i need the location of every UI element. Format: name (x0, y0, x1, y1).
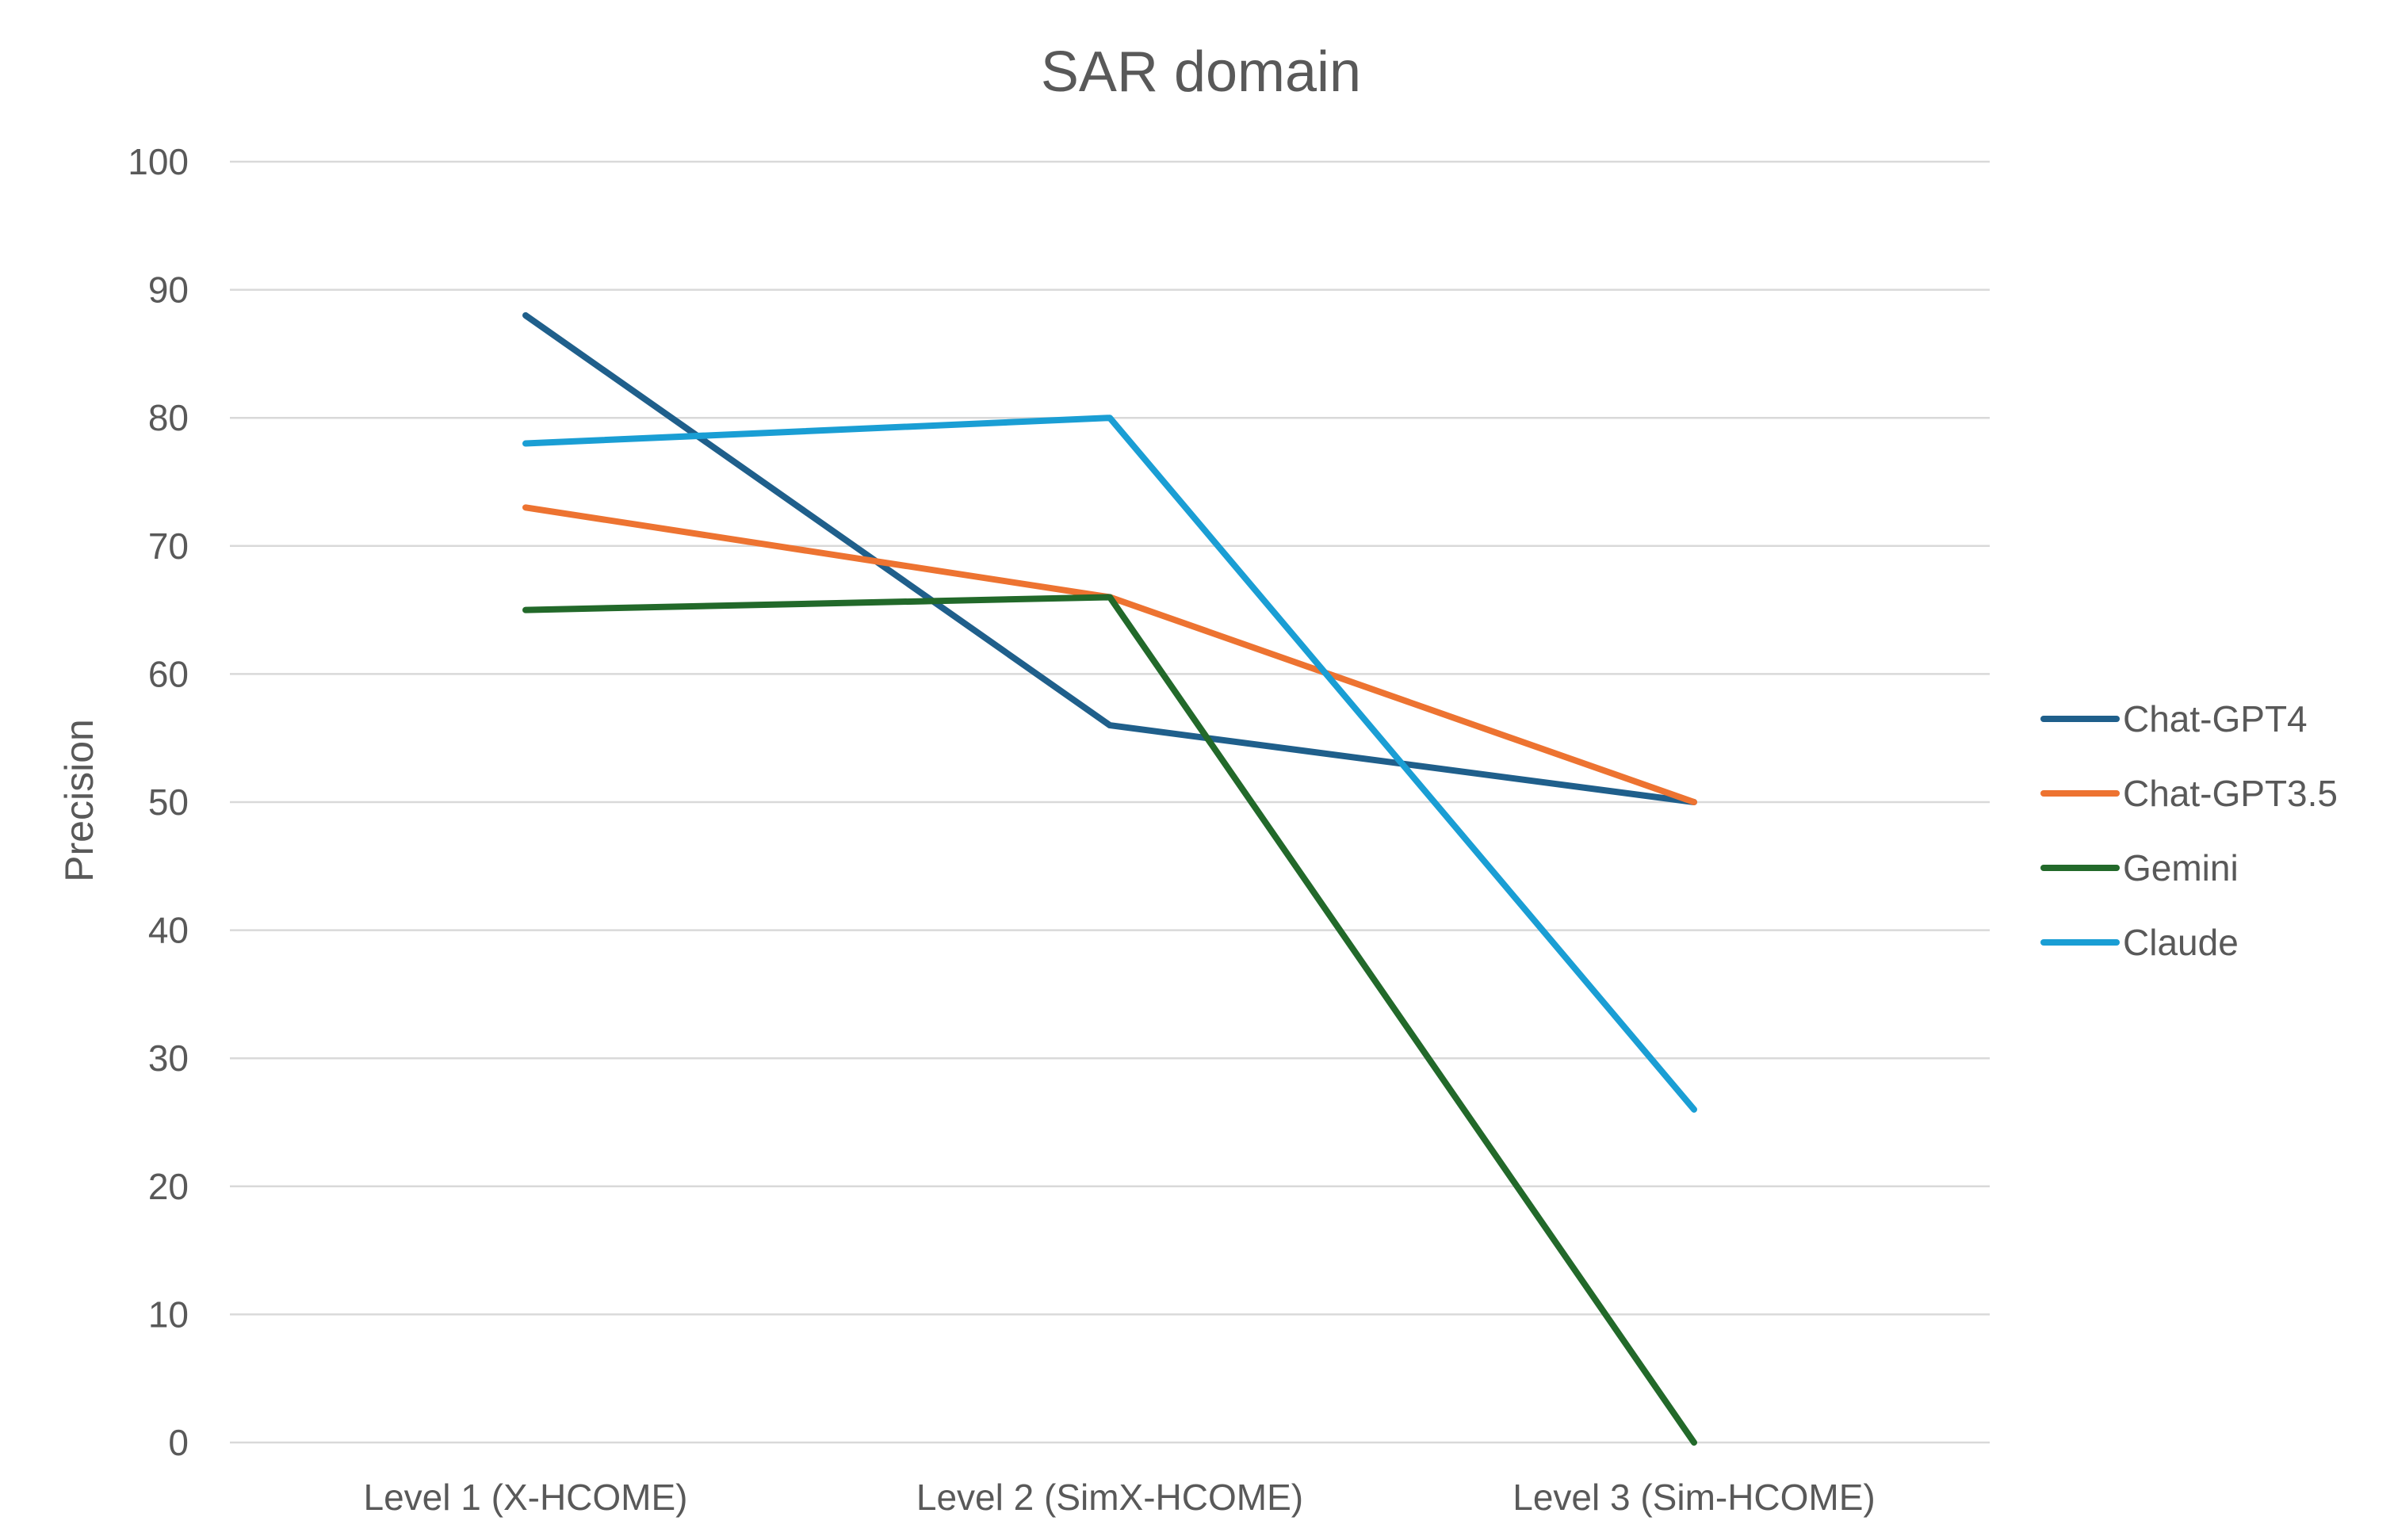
x-tick-label: Level 3 (Sim-HCOME) (1513, 1477, 1876, 1518)
y-tick-label: 100 (128, 141, 189, 182)
legend: Chat-GPT4 Chat-GPT3.5 Gemini Claude (2040, 698, 2338, 963)
x-axis-tick-labels: Level 1 (X-HCOME) Level 2 (SimX-HCOME) Lev… (364, 1477, 1876, 1518)
y-tick-label: 30 (148, 1037, 189, 1079)
y-axis-title: Precision (57, 719, 101, 882)
gridlines (230, 160, 1990, 1444)
series-line-claude (522, 415, 1697, 1113)
legend-label-chat-gpt3-5: Chat-GPT3.5 (2123, 773, 2338, 814)
x-tick-label: Level 2 (SimX-HCOME) (916, 1477, 1303, 1518)
y-tick-label: 60 (148, 653, 189, 694)
y-tick-label: 40 (148, 910, 189, 951)
series-line-chat-gpt4 (522, 311, 1697, 805)
chart-title: SAR domain (1041, 40, 1361, 104)
y-tick-label: 0 (168, 1422, 189, 1463)
y-tick-label: 80 (148, 397, 189, 438)
y-tick-label: 10 (148, 1294, 189, 1335)
series-line-chat-gpt3-5 (522, 504, 1697, 805)
series-lines (522, 311, 1697, 1446)
series-line-gemini (522, 594, 1697, 1446)
legend-label-gemini: Gemini (2123, 847, 2239, 888)
y-tick-label: 50 (148, 781, 189, 823)
y-tick-label: 20 (148, 1166, 189, 1207)
y-axis-tick-labels: 0 10 20 30 40 50 60 70 80 90 100 (128, 141, 189, 1463)
legend-label-claude: Claude (2123, 922, 2239, 963)
x-tick-label: Level 1 (X-HCOME) (364, 1477, 688, 1518)
y-tick-label: 90 (148, 269, 189, 311)
legend-label-chat-gpt4: Chat-GPT4 (2123, 698, 2308, 739)
y-tick-label: 70 (148, 525, 189, 567)
